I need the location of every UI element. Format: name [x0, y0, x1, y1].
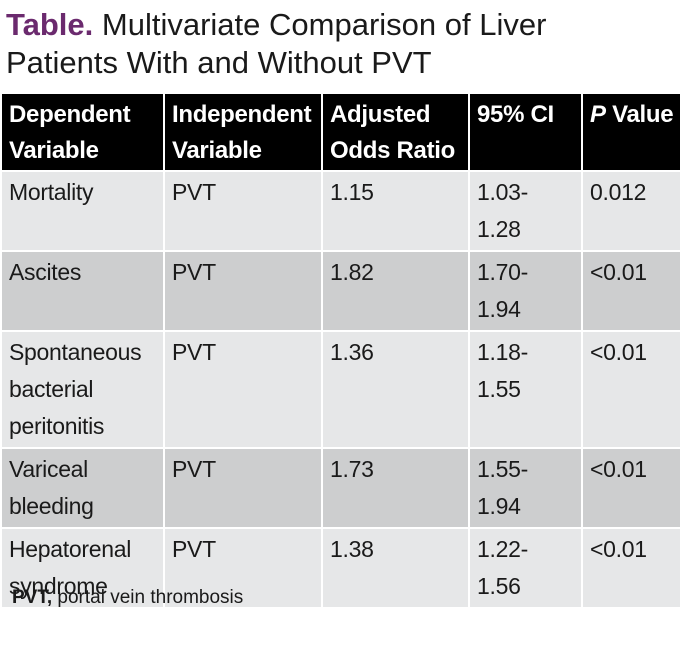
footnote-definition: portal vein thrombosis: [52, 587, 244, 608]
table-footnote: PVT, portal vein thrombosis: [12, 585, 243, 611]
cell-independent: PVT: [164, 251, 323, 331]
cell-odds-ratio: 1.36: [322, 331, 470, 448]
cell-p-value: <0.01: [582, 528, 680, 607]
cell-independent: PVT: [164, 171, 323, 251]
comparison-table: Dependent Variable Independent Variable Ad…: [2, 94, 680, 607]
cell-independent: PVT: [164, 528, 323, 607]
table-row: Ascites PVT 1.82 1.70- 1.94 <0.01: [2, 251, 680, 331]
header-independent-variable: Independent Variable: [164, 94, 323, 171]
cell-independent: PVT: [164, 331, 323, 448]
cell-independent: PVT: [164, 448, 323, 528]
cell-p-value: <0.01: [582, 251, 680, 331]
table-row: Mortality PVT 1.15 1.03- 1.28 0.012: [2, 171, 680, 251]
caption-label: Table.: [6, 7, 94, 42]
cell-dependent: Mortality: [2, 171, 165, 251]
header-ci: 95% CI: [469, 94, 583, 171]
cell-odds-ratio: 1.73: [322, 448, 470, 528]
cell-p-value: 0.012: [582, 171, 680, 251]
header-p-value: P Value: [582, 94, 680, 171]
cell-odds-ratio: 1.38: [322, 528, 470, 607]
cell-dependent: Ascites: [2, 251, 165, 331]
cell-p-value: <0.01: [582, 448, 680, 528]
cell-dependent: Variceal bleeding: [2, 448, 165, 528]
table-row: Spontaneous bacterial peritonitis PVT 1.36…: [2, 331, 680, 448]
cell-ci: 1.22- 1.56: [469, 528, 583, 607]
cell-ci: 1.18- 1.55: [469, 331, 583, 448]
cell-dependent: Hepatorenal syndrome: [2, 528, 165, 607]
cell-ci: 1.55- 1.94: [469, 448, 583, 528]
caption-title: Multivariate Comparison of Liver Patient…: [6, 7, 547, 80]
footnote-abbreviation: PVT,: [12, 587, 53, 608]
header-dependent-variable: Dependent Variable: [2, 94, 165, 171]
header-row: Dependent Variable Independent Variable Ad…: [2, 94, 680, 171]
table-caption: Table. Multivariate Comparison of Liver …: [6, 6, 666, 82]
table-row: Hepatorenal syndrome PVT 1.38 1.22- 1.56 <…: [2, 528, 680, 607]
table-row: Variceal bleeding PVT 1.73 1.55- 1.94 <0.0…: [2, 448, 680, 528]
cell-ci: 1.70- 1.94: [469, 251, 583, 331]
cell-odds-ratio: 1.82: [322, 251, 470, 331]
cell-p-value: <0.01: [582, 331, 680, 448]
cell-ci: 1.03- 1.28: [469, 171, 583, 251]
cell-dependent: Spontaneous bacterial peritonitis: [2, 331, 165, 448]
header-adjusted-odds-ratio: Adjusted Odds Ratio: [322, 94, 470, 171]
cell-odds-ratio: 1.15: [322, 171, 470, 251]
